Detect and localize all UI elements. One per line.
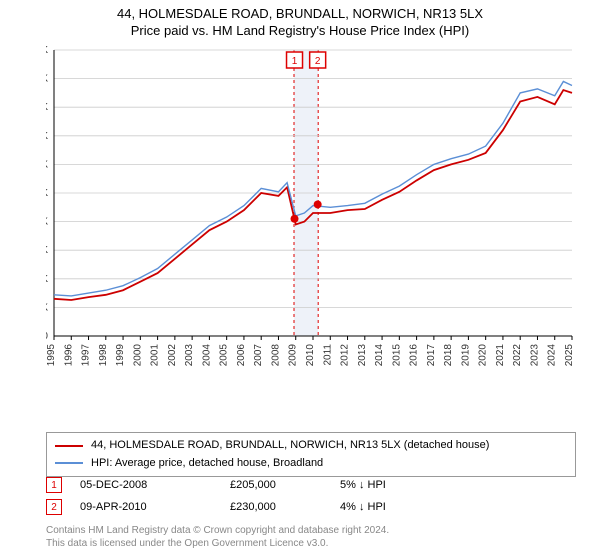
- svg-text:1997: 1997: [81, 344, 92, 367]
- svg-text:2: 2: [315, 56, 321, 67]
- svg-text:2019: 2019: [460, 344, 471, 367]
- svg-text:1999: 1999: [115, 344, 126, 367]
- svg-text:2000: 2000: [132, 344, 143, 367]
- legend: 44, HOLMESDALE ROAD, BRUNDALL, NORWICH, …: [46, 432, 576, 477]
- legend-swatch-hpi: [55, 462, 83, 464]
- svg-text:2001: 2001: [150, 344, 161, 367]
- svg-text:2013: 2013: [357, 344, 368, 367]
- svg-text:£250K: £250K: [46, 188, 48, 199]
- svg-text:2025: 2025: [564, 344, 575, 367]
- svg-text:2024: 2024: [547, 344, 558, 367]
- title-block: 44, HOLMESDALE ROAD, BRUNDALL, NORWICH, …: [0, 0, 600, 38]
- marker-box: 2: [46, 499, 62, 515]
- svg-text:2009: 2009: [288, 344, 299, 367]
- svg-text:2016: 2016: [409, 344, 420, 367]
- chart-svg: £0£50K£100K£150K£200K£250K£300K£350K£400…: [46, 46, 576, 386]
- svg-text:2008: 2008: [270, 344, 281, 367]
- svg-text:2011: 2011: [322, 344, 333, 366]
- svg-text:2023: 2023: [529, 344, 540, 367]
- svg-text:2006: 2006: [236, 344, 247, 367]
- svg-text:1995: 1995: [46, 344, 57, 367]
- svg-text:£450K: £450K: [46, 74, 48, 85]
- footer-line1: Contains HM Land Registry data © Crown c…: [46, 525, 389, 536]
- title-sub: Price paid vs. HM Land Registry's House …: [0, 23, 600, 38]
- svg-text:£150K: £150K: [46, 245, 48, 256]
- footer-note: Contains HM Land Registry data © Crown c…: [46, 524, 576, 550]
- sale-row: 1 05-DEC-2008 £205,000 5% ↓ HPI: [46, 474, 576, 496]
- marker-box: 1: [46, 477, 62, 493]
- svg-text:2018: 2018: [443, 344, 454, 367]
- sale-diff: 4% ↓ HPI: [340, 501, 460, 513]
- svg-text:2003: 2003: [184, 344, 195, 367]
- sale-price: £230,000: [230, 501, 340, 513]
- svg-text:2017: 2017: [426, 344, 437, 367]
- svg-text:2002: 2002: [167, 344, 178, 367]
- legend-label-hpi: HPI: Average price, detached house, Broa…: [91, 455, 323, 473]
- legend-item-hpi: HPI: Average price, detached house, Broa…: [55, 455, 567, 473]
- svg-text:2012: 2012: [340, 344, 351, 367]
- svg-text:2007: 2007: [253, 344, 264, 367]
- svg-text:£50K: £50K: [46, 302, 48, 313]
- sales-table: 1 05-DEC-2008 £205,000 5% ↓ HPI 2 09-APR…: [46, 474, 576, 518]
- svg-text:2005: 2005: [219, 344, 230, 367]
- svg-text:£200K: £200K: [46, 217, 48, 228]
- sale-row: 2 09-APR-2010 £230,000 4% ↓ HPI: [46, 496, 576, 518]
- sale-date: 09-APR-2010: [80, 501, 230, 513]
- svg-text:1996: 1996: [63, 344, 74, 367]
- svg-text:£350K: £350K: [46, 131, 48, 142]
- sale-price: £205,000: [230, 479, 340, 491]
- svg-text:1998: 1998: [98, 344, 109, 367]
- price-chart: £0£50K£100K£150K£200K£250K£300K£350K£400…: [46, 46, 576, 386]
- svg-text:£400K: £400K: [46, 102, 48, 113]
- svg-text:2021: 2021: [495, 344, 506, 367]
- sale-date: 05-DEC-2008: [80, 479, 230, 491]
- svg-text:£300K: £300K: [46, 159, 48, 170]
- svg-text:£500K: £500K: [46, 46, 48, 56]
- footer-line2: This data is licensed under the Open Gov…: [46, 538, 328, 549]
- svg-text:2014: 2014: [374, 344, 385, 367]
- legend-item-property: 44, HOLMESDALE ROAD, BRUNDALL, NORWICH, …: [55, 437, 567, 455]
- svg-text:2022: 2022: [512, 344, 523, 367]
- sale-diff: 5% ↓ HPI: [340, 479, 460, 491]
- title-main: 44, HOLMESDALE ROAD, BRUNDALL, NORWICH, …: [0, 6, 600, 21]
- svg-text:£100K: £100K: [46, 274, 48, 285]
- svg-text:1: 1: [292, 56, 298, 67]
- svg-text:2004: 2004: [201, 344, 212, 367]
- legend-label-property: 44, HOLMESDALE ROAD, BRUNDALL, NORWICH, …: [91, 437, 489, 455]
- legend-swatch-property: [55, 445, 83, 447]
- svg-text:2010: 2010: [305, 344, 316, 367]
- svg-text:2015: 2015: [391, 344, 402, 367]
- svg-text:2020: 2020: [478, 344, 489, 367]
